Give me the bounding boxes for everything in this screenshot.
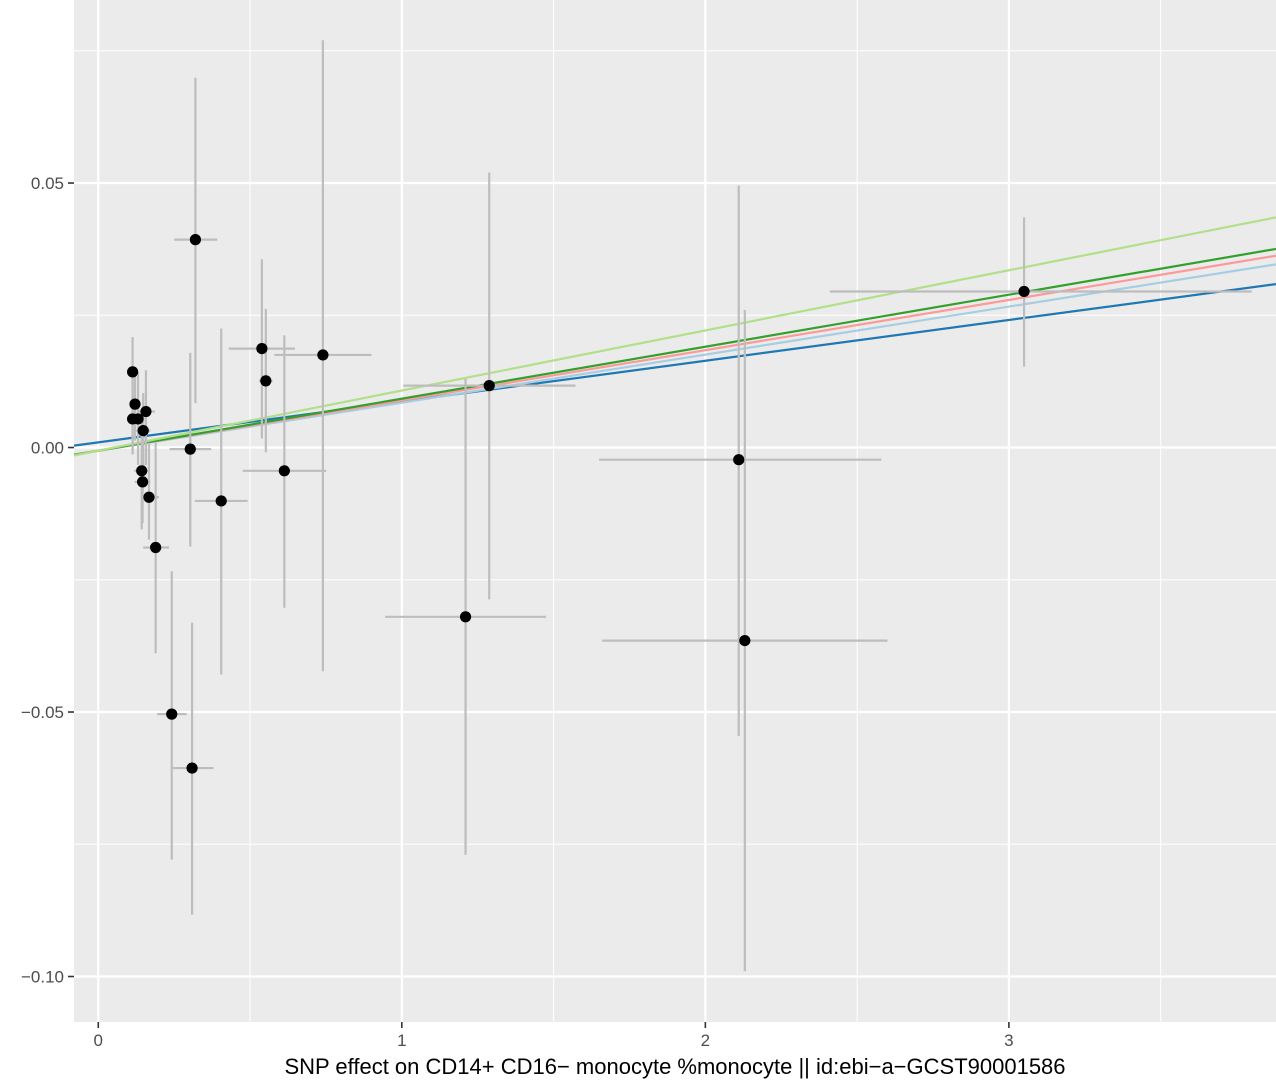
y-tick-label: −0.05 (21, 703, 64, 722)
grid-major (74, 0, 1276, 1022)
data-point (143, 491, 155, 503)
plot-panel (74, 0, 1276, 1022)
data-point (256, 343, 268, 355)
data-point (215, 495, 227, 507)
regression-line (73, 283, 1276, 447)
data-point (137, 424, 149, 437)
data-point (150, 541, 162, 554)
data-point (126, 366, 139, 378)
x-tick-label: 1 (397, 1031, 406, 1050)
data-point (186, 762, 198, 774)
data-point (166, 708, 178, 720)
data-point (1018, 285, 1030, 298)
data-point (132, 413, 144, 425)
regression-line (73, 247, 1276, 456)
data-point (483, 380, 495, 392)
regression-line (73, 263, 1276, 456)
x-axis: 0 1 2 3 (94, 1022, 1014, 1050)
y-tick-label: −0.10 (21, 968, 64, 987)
regression-line (73, 216, 1276, 457)
y-axis: −0.10 −0.05 0.00 0.05 (21, 174, 74, 987)
y-tick-label: 0.00 (31, 439, 64, 458)
data-point (278, 465, 290, 477)
data-point (739, 635, 751, 647)
x-axis-title: SNP effect on CD14+ CD16− monocyte %mono… (284, 1054, 1065, 1079)
data-points (126, 234, 1030, 774)
regression-lines (73, 216, 1276, 457)
data-point (136, 476, 149, 488)
data-point (136, 465, 148, 477)
y-tick-label: 0.05 (31, 174, 64, 193)
x-tick-label: 2 (701, 1031, 710, 1050)
data-point (129, 398, 141, 410)
data-point (317, 349, 329, 361)
data-point (733, 454, 745, 466)
grid-minor (74, 0, 1276, 1022)
data-point (140, 405, 152, 418)
data-point (459, 611, 472, 623)
data-point (184, 443, 196, 455)
x-tick-label: 3 (1004, 1031, 1013, 1050)
data-point (189, 234, 202, 246)
x-tick-label: 0 (94, 1031, 103, 1050)
data-point (260, 375, 272, 387)
